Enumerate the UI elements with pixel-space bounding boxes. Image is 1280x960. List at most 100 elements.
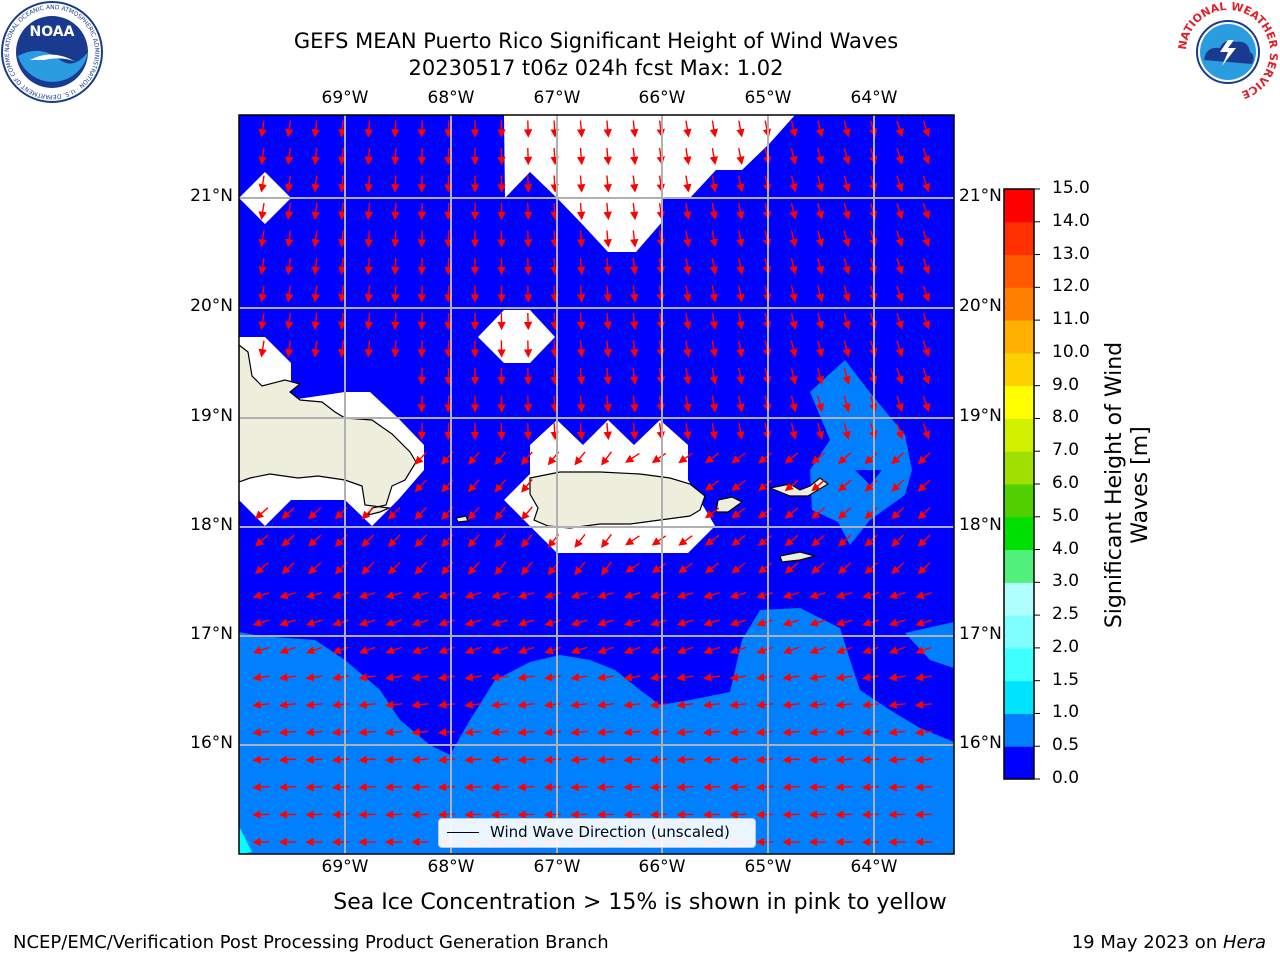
wave-direction-arrow xyxy=(491,618,508,627)
wave-direction-arrow xyxy=(576,202,586,221)
wave-direction-arrow xyxy=(811,562,825,574)
wave-direction-arrow xyxy=(521,506,533,521)
wave-direction-arrow xyxy=(305,591,323,600)
wave-direction-arrow xyxy=(678,535,693,546)
wave-direction-arrow xyxy=(464,618,482,627)
colorbar-tick-label: 15.0 xyxy=(1052,178,1090,198)
wave-direction-arrow xyxy=(358,700,376,709)
wave-direction-arrow xyxy=(815,175,825,193)
wave-direction-arrow xyxy=(683,422,692,441)
colorbar-tick-label: 11.0 xyxy=(1052,309,1090,330)
wave-direction-arrow xyxy=(891,507,905,520)
wave-direction-arrow xyxy=(731,479,746,492)
wave-direction-arrow xyxy=(252,673,270,682)
wave-direction-arrow xyxy=(729,728,747,737)
noaa-logo: NATIONAL OCEANIC AND ATMOSPHERIC ADMINIS… xyxy=(0,0,103,103)
wave-direction-arrow xyxy=(490,782,509,792)
wave-direction-arrow xyxy=(888,782,906,792)
wave-direction-arrow xyxy=(709,257,719,276)
wave-direction-arrow xyxy=(596,755,615,764)
wave-direction-arrow xyxy=(467,451,480,465)
lat-label-left: 21°N xyxy=(190,186,233,206)
wave-direction-arrow xyxy=(391,312,400,331)
wave-direction-arrow xyxy=(311,175,320,193)
wave-direction-arrow xyxy=(625,535,640,546)
wave-direction-arrow xyxy=(603,340,612,358)
wave-direction-arrow xyxy=(676,646,694,655)
colorbar-segment xyxy=(1004,516,1034,551)
wave-direction-arrow xyxy=(417,422,427,441)
wave-direction-arrow xyxy=(815,285,825,303)
wave-direction-arrow xyxy=(895,175,904,193)
mona-island xyxy=(455,515,469,523)
colorbar-tick-label: 9.0 xyxy=(1052,374,1080,395)
wave-direction-arrow xyxy=(789,340,798,358)
wave-direction-arrow xyxy=(862,591,879,600)
wave-direction-arrow xyxy=(596,728,615,737)
colorbar-segment xyxy=(1004,647,1034,682)
wave-direction-arrow xyxy=(808,700,827,709)
wave-direction-arrow xyxy=(285,203,294,221)
wave-direction-arrow xyxy=(709,202,719,221)
wave-direction-arrow xyxy=(808,755,827,764)
wave-direction-arrow xyxy=(842,175,851,193)
lon-label-top: 66°W xyxy=(638,88,686,108)
wave-direction-arrow xyxy=(603,147,612,166)
wave-direction-arrow xyxy=(464,646,482,655)
ocean-region-0.5-1.0-east xyxy=(810,360,912,545)
lat-label-right: 20°N xyxy=(959,296,1002,316)
wave-direction-arrow xyxy=(417,395,427,413)
wave-direction-arrow xyxy=(331,728,350,737)
wave-direction-arrow xyxy=(311,257,320,276)
wave-direction-arrow xyxy=(252,782,270,792)
wave-direction-arrow xyxy=(729,782,747,792)
wave-direction-arrow xyxy=(756,618,773,627)
wave-direction-arrow xyxy=(437,728,456,737)
wave-direction-arrow xyxy=(782,646,800,655)
ocean-region-1.0-1.5 xyxy=(239,826,252,854)
wave-direction-arrow xyxy=(278,673,296,682)
lon-label-bottom: 64°W xyxy=(850,857,898,877)
wave-direction-arrow xyxy=(570,728,588,737)
wave-direction-arrow xyxy=(702,755,721,764)
wave-direction-arrow xyxy=(411,673,429,682)
wave-direction-arrow xyxy=(809,591,826,600)
wave-direction-arrow xyxy=(285,120,294,138)
wave-direction-arrow xyxy=(630,147,639,166)
wave-direction-arrow xyxy=(630,367,639,386)
wave-direction-arrow xyxy=(258,230,267,248)
wave-direction-arrow xyxy=(891,534,905,547)
wave-direction-arrow xyxy=(358,782,376,792)
wave-direction-arrow xyxy=(630,395,639,413)
wave-direction-arrow xyxy=(308,534,322,547)
wave-direction-arrow xyxy=(550,367,559,386)
wave-direction-arrow xyxy=(888,591,906,600)
wave-direction-arrow xyxy=(417,147,427,166)
wave-direction-arrow xyxy=(603,175,612,193)
wave-direction-arrow xyxy=(704,507,720,519)
colorbar-segment xyxy=(1004,352,1034,387)
lon-label-top: 64°W xyxy=(850,88,898,108)
wave-direction-arrow xyxy=(411,755,429,764)
wave-direction-arrow xyxy=(576,367,586,386)
wave-direction-arrow xyxy=(837,562,852,575)
wave-direction-arrow xyxy=(543,728,562,737)
lon-label-bottom: 68°W xyxy=(427,857,475,877)
wave-direction-arrow xyxy=(815,313,825,330)
wave-direction-arrow xyxy=(864,479,878,492)
colorbar-segment xyxy=(1004,615,1034,649)
wave-direction-arrow xyxy=(391,257,400,276)
wave-direction-arrow xyxy=(676,728,694,737)
wave-direction-arrow xyxy=(835,618,853,627)
wave-direction-arrow xyxy=(338,340,347,358)
wave-direction-arrow xyxy=(917,506,931,520)
wave-direction-arrow xyxy=(789,230,798,248)
colorbar-tick-label: 2.5 xyxy=(1052,604,1080,625)
wave-direction-arrow xyxy=(338,120,347,138)
wave-direction-arrow xyxy=(736,175,745,193)
wave-direction-arrow xyxy=(756,646,773,655)
lat-label-right: 19°N xyxy=(959,406,1002,426)
lon-label-bottom: 67°W xyxy=(533,857,581,877)
wave-direction-arrow xyxy=(384,755,403,764)
wave-direction-arrow xyxy=(281,507,295,520)
